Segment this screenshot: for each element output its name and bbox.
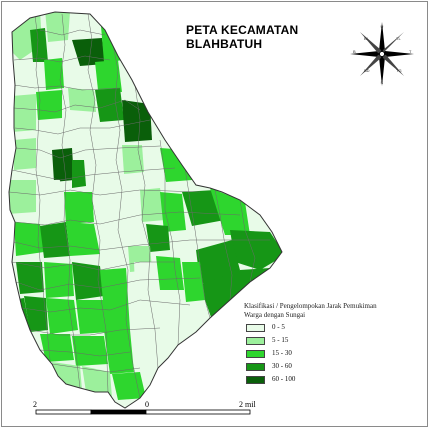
legend-item: 15 - 30 xyxy=(244,349,424,361)
village-region xyxy=(100,14,125,62)
legend-swatch xyxy=(246,324,265,332)
village-region xyxy=(68,88,96,112)
compass-label-nw: BL xyxy=(364,36,370,41)
village-region xyxy=(72,160,86,188)
village-region xyxy=(134,262,158,370)
legend-label: 15 - 30 xyxy=(272,349,292,357)
village-region xyxy=(156,256,184,290)
legend-swatch xyxy=(246,350,265,358)
village-region xyxy=(66,222,100,256)
village-region xyxy=(12,94,36,132)
legend-item: 60 - 100 xyxy=(244,375,424,387)
village-region xyxy=(14,138,36,170)
map-title-line-2: BLAHBATUH xyxy=(186,37,263,51)
compass-rose-icon: U S B T BL TL BD TG xyxy=(350,22,414,86)
village-region xyxy=(44,58,64,90)
legend-label: 0 - 5 xyxy=(272,323,285,331)
legend-swatch xyxy=(246,337,265,345)
village-region xyxy=(100,268,130,332)
village-region xyxy=(72,262,104,300)
legend-item: 30 - 60 xyxy=(244,362,424,374)
scale-bar xyxy=(35,409,251,415)
legend-label: 30 - 60 xyxy=(272,362,292,370)
legend-items: 0 - 5 5 - 15 15 - 30 30 - 60 60 - 100 xyxy=(244,323,424,387)
compass-label-ne: TL xyxy=(396,36,401,41)
scale-label-right: 2 mil xyxy=(239,400,256,409)
village-region xyxy=(64,192,94,224)
village-region xyxy=(122,145,144,174)
village-region xyxy=(24,296,48,332)
legend-item: 5 - 15 xyxy=(244,336,424,348)
scale-label-left: 2 xyxy=(33,400,37,409)
compass-label-e: T xyxy=(409,49,412,54)
village-region xyxy=(160,192,186,232)
village-region xyxy=(40,222,70,258)
village-region xyxy=(146,224,170,252)
village-region xyxy=(156,292,182,350)
village-region xyxy=(104,330,134,374)
village-region xyxy=(16,262,44,294)
compass-label-sw: BD xyxy=(364,68,370,73)
legend-title-line-2: Warga dengan Sungai xyxy=(244,311,306,319)
village-region xyxy=(76,300,108,334)
compass-label-s: S xyxy=(381,80,384,85)
village-region xyxy=(46,298,78,334)
village-region xyxy=(40,334,74,362)
village-region xyxy=(182,262,205,302)
legend-swatch xyxy=(246,376,265,384)
village-region xyxy=(36,180,62,212)
legend: Klasifikasi / Pengelompokan Jarak Pemuki… xyxy=(244,302,424,387)
legend-title-line-1: Klasifikasi / Pengelompokan Jarak Pemuki… xyxy=(244,302,377,310)
compass-label-w: B xyxy=(353,49,356,54)
village-region xyxy=(36,90,62,120)
scale-label-mid: 0 xyxy=(145,400,149,409)
village-region xyxy=(44,262,74,298)
legend-label: 60 - 100 xyxy=(272,375,296,383)
legend-item: 0 - 5 xyxy=(244,323,424,335)
legend-swatch xyxy=(246,363,265,371)
legend-label: 5 - 15 xyxy=(272,336,289,344)
compass-label-n: U xyxy=(381,24,384,29)
village-region xyxy=(72,336,108,366)
village-region xyxy=(9,180,36,214)
village-region xyxy=(95,60,122,92)
village-region xyxy=(122,100,152,142)
village-region xyxy=(52,148,74,182)
village-region xyxy=(210,188,250,235)
village-region xyxy=(45,12,70,42)
village-region xyxy=(94,148,118,182)
village-region xyxy=(112,372,146,400)
village-region xyxy=(72,38,105,66)
map-title-line-1: PETA KECAMATAN xyxy=(186,23,299,37)
village-boundaries xyxy=(9,13,270,399)
village-region xyxy=(14,222,44,256)
village-region xyxy=(82,366,112,398)
village-region xyxy=(30,28,48,62)
compass-label-se: TG xyxy=(396,68,402,73)
